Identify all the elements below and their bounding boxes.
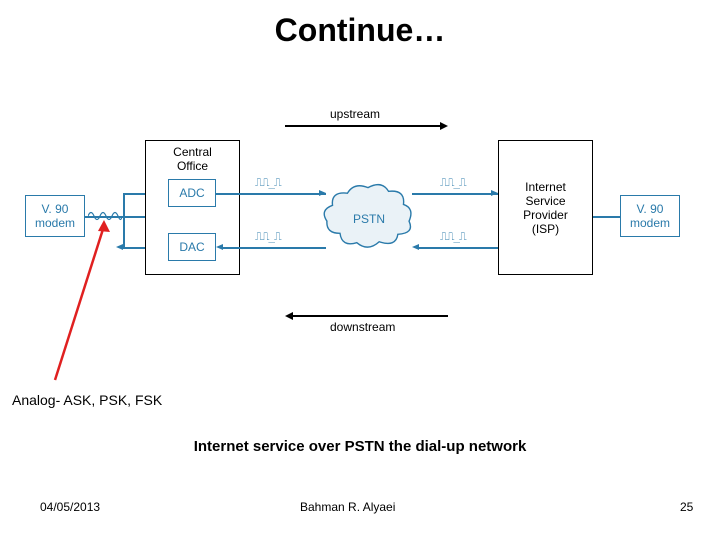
conn-pstn-isp-top-head [491,190,498,196]
footer-author: Bahman R. Alyaei [300,500,395,514]
downstream-label: downstream [330,320,395,334]
downstream-arrow-line [293,315,448,317]
conn-pstn-isp-top [412,193,498,195]
modem-right: V. 90 modem [620,195,680,237]
analog-annotation-label: Analog- ASK, PSK, FSK [12,392,162,408]
isp-box: Internet Service Provider (ISP) [498,140,593,275]
digital-sig-3: ⎍⎍_⎍ [440,176,466,190]
upstream-arrow-line [285,125,440,127]
digital-sig-2: ⎍⎍_⎍ [255,230,281,244]
upstream-arrow-head [440,122,448,130]
conn-pstn-dac [223,247,326,249]
network-diagram: upstream downstream V. 90 modem Central … [60,115,660,375]
central-office-label: Central Office [146,145,239,173]
footer-pagenum: 25 [680,500,693,514]
downstream-arrow-head [285,312,293,320]
conn-isp-pstn-bot [419,247,498,249]
digital-sig-1: ⎍⎍_⎍ [255,176,281,190]
footer-date: 04/05/2013 [40,500,100,514]
pstn-label: PSTN [353,212,385,226]
conn-isp-modem [593,216,620,218]
dac-box: DAC [168,233,216,261]
conn-adc-pstn [216,193,326,195]
red-annotation-arrow [40,220,125,385]
page-title: Continue… [0,12,720,49]
upstream-label: upstream [330,107,380,121]
digital-sig-4: ⎍⎍_⎍ [440,230,466,244]
conn-pstn-dac-head [216,244,223,250]
diagram-caption: Internet service over PSTN the dial-up n… [150,438,570,455]
conn-isp-pstn-bot-head [412,244,419,250]
conn-modem-co [85,216,145,218]
isp-label: Internet Service Provider (ISP) [499,180,592,236]
adc-box: ADC [168,179,216,207]
